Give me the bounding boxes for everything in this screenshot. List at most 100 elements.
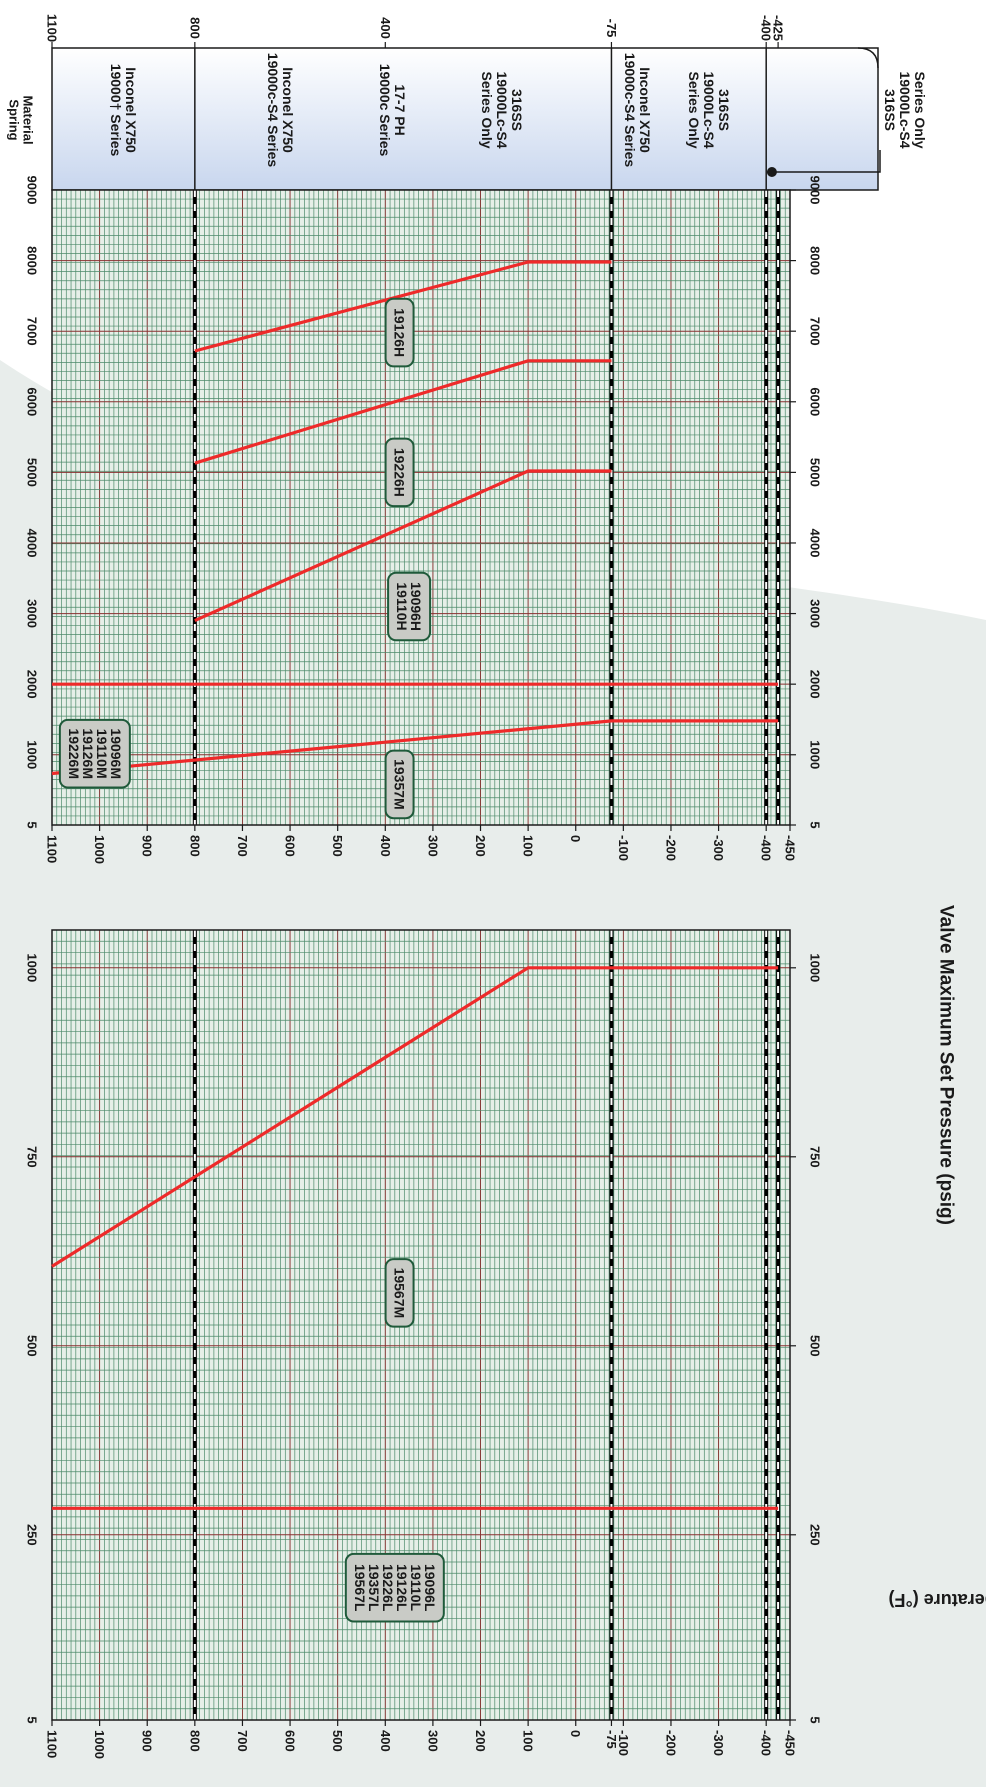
- tick-label-pressure-left: 1000: [25, 740, 40, 769]
- tick-label-temperature: 500: [330, 835, 345, 857]
- tick-label-temperature: -300: [711, 835, 726, 861]
- tick-label-temperature: -450: [783, 1730, 798, 1756]
- tick-label-temperature: -100: [616, 835, 631, 861]
- spring-band-text: 19000c Series: [377, 64, 393, 157]
- series-label-box: [384, 437, 415, 508]
- tick-label-temperature: 200: [473, 1730, 488, 1752]
- tick-label-temperature: -400: [759, 835, 774, 861]
- series-line-19126H: [194, 260, 612, 353]
- tick-label-pressure-left: 6000: [25, 387, 40, 416]
- series-label-text: 19126L: [394, 1564, 410, 1612]
- spring-band-text: 19000Lc-S4: [701, 71, 717, 148]
- tick-label-temperature: 1000: [92, 1730, 107, 1759]
- series-label-text: 19096L: [422, 1564, 438, 1612]
- series-label-box: [58, 718, 131, 789]
- panel-left: 19096L19110L19126L19226L19357L19567L1956…: [25, 929, 823, 1759]
- spring-material-header: 1100 800 400 -75 -400-425 Spring Material Incon…: [7, 14, 928, 191]
- tick-label-pressure-right: 5000: [808, 458, 823, 487]
- spring-band-text: Inconel X750: [280, 67, 296, 153]
- tick-label-temperature: -200: [663, 835, 678, 861]
- spring-band-text: Series Only: [912, 71, 928, 148]
- spring-band-text: Series Only: [686, 71, 702, 148]
- tick-label-temperature: 700: [235, 1730, 250, 1752]
- series-line-19226H: [194, 359, 612, 465]
- spring-band-text: Inconel X750: [637, 67, 653, 153]
- tick-label-pressure-left: 7000: [25, 317, 40, 346]
- tick-label-pressure-right: 1000: [808, 740, 823, 769]
- tick-label-pressure-left: 1000: [25, 953, 40, 982]
- tick-label-temperature: 0: [568, 1730, 583, 1737]
- tick-label-temperature: 200: [473, 835, 488, 857]
- tick-label-pressure-left: 9000: [25, 176, 40, 205]
- series-label-text: 19226L: [380, 1564, 396, 1612]
- tick-label-pressure-left: 250: [25, 1524, 40, 1546]
- tick-label-temperature: 1000: [92, 835, 107, 864]
- series-label-box: [387, 571, 432, 642]
- tick-label-temperature: 600: [283, 1730, 298, 1752]
- spring-band-text: Inconel X750: [123, 67, 139, 153]
- tick-label-pressure-left: 3000: [25, 599, 40, 628]
- tick-label-pressure-right: 7000: [808, 317, 823, 346]
- tick-label-temperature: 700: [235, 835, 250, 857]
- tick-label-pressure-right: 2000: [808, 670, 823, 699]
- tick-label-temperature: -400: [759, 1730, 774, 1756]
- tick-label-temperature: 0: [568, 835, 583, 842]
- tick-label-pressure-left: 4000: [25, 529, 40, 558]
- tick-label-temperature: 900: [140, 1730, 155, 1752]
- series-label-text: 19126H: [392, 308, 408, 357]
- series-label-text: 19357M: [392, 759, 408, 810]
- spring-material-corner: [857, 47, 879, 69]
- spring-band-text: Series Only: [479, 71, 495, 148]
- spring-band-text: 19000Lc-S4: [494, 71, 510, 148]
- tick-label-pressure-right: 8000: [808, 246, 823, 275]
- series-line-19357M: [51, 719, 779, 776]
- spring-material-title: Spring: [7, 99, 22, 140]
- series-line-19096H: [194, 469, 612, 623]
- tick-label-temperature: 900: [140, 835, 155, 857]
- spring-band-text: 316SS: [509, 89, 525, 131]
- spring-band-text: 19000c-S4 Series: [622, 53, 638, 168]
- series-label-19126H: 19126H: [384, 297, 415, 368]
- spring-band-text: 19000c-S4 Series: [265, 53, 281, 168]
- series-label-box: [384, 297, 415, 368]
- series-label-box: [384, 749, 415, 820]
- series-label-text: 19226H: [392, 448, 408, 497]
- series-label-text: 19126M: [80, 728, 96, 779]
- spring-band-text: 17-7 PH: [392, 84, 408, 135]
- spring-band-text: 316SS: [716, 89, 732, 131]
- tick-label-temperature: 1100: [45, 1730, 60, 1758]
- plot-frame: [51, 929, 791, 1721]
- tick-label-pressure-left: 750: [25, 1146, 40, 1168]
- series-label-text: 19110L: [408, 1564, 424, 1611]
- tick-label-header: -400: [759, 15, 774, 41]
- spring-material-title: Material: [21, 95, 36, 144]
- axis-labels-layer: Valve Maximum Set Pressure (psig) Tempera…: [889, 905, 986, 1610]
- spring-band-text: 19000† Series: [108, 64, 124, 157]
- tick-label-header: -75: [604, 19, 619, 38]
- series-label-text: 19096M: [108, 728, 124, 779]
- tick-label-pressure-left: 5: [25, 821, 40, 828]
- tick-label-header: 400: [378, 17, 393, 39]
- tick-label-pressure-left: 8000: [25, 246, 40, 275]
- tick-label-temperature: 100: [521, 1730, 536, 1752]
- tick-label-pressure-right: 250: [808, 1524, 823, 1546]
- tick-label-temperature: -75: [604, 1730, 619, 1749]
- series-label-19357M: 19357M: [384, 749, 415, 820]
- tick-label-temperature: 400: [378, 1730, 393, 1752]
- tick-label-pressure-right: 5: [808, 821, 823, 828]
- tick-label-pressure-left: 500: [25, 1335, 40, 1357]
- series-label-19226H: 19226H: [384, 437, 415, 508]
